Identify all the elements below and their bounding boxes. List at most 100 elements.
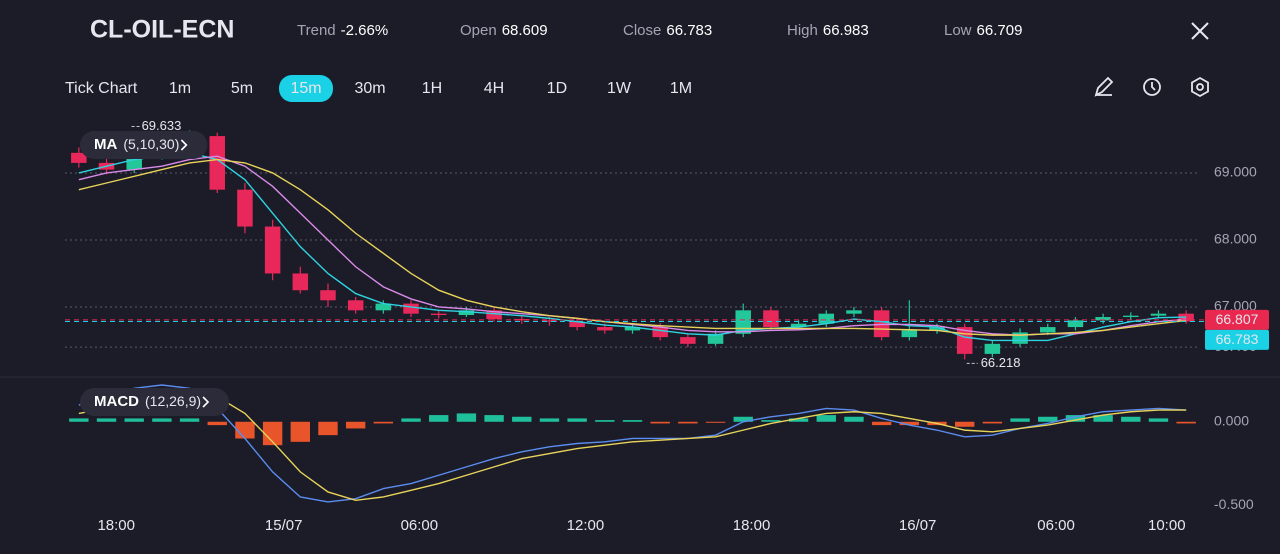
indicator-legend[interactable]: MA (5,10,30) bbox=[80, 131, 208, 159]
stat: High 66.983 bbox=[787, 22, 869, 39]
indicator-line bbox=[78, 152, 1187, 342]
macd-histogram-bar bbox=[705, 421, 726, 423]
macd-histogram-bar bbox=[733, 416, 753, 422]
candle-body bbox=[597, 327, 613, 331]
legend-text: MA (5,10,30) bbox=[94, 136, 179, 153]
y-tick-label: 0.000 bbox=[1214, 412, 1249, 428]
x-tick-label: 18:00 bbox=[97, 517, 135, 534]
candle-body bbox=[763, 310, 779, 328]
macd-histogram-bar bbox=[595, 420, 615, 422]
timeframe-button[interactable]: Tick Chart bbox=[65, 80, 138, 97]
candle-body bbox=[320, 290, 336, 301]
timer-tool[interactable] bbox=[1143, 78, 1161, 96]
pencil-icon bbox=[1094, 76, 1114, 97]
macd-histogram-bar bbox=[955, 421, 975, 427]
legend-chevron bbox=[202, 396, 210, 408]
candle-body bbox=[292, 273, 309, 291]
macd-histogram-bar bbox=[982, 421, 1003, 424]
settings-dot bbox=[1196, 83, 1204, 91]
indicator-legend[interactable]: MACD (12,26,9) bbox=[80, 388, 230, 416]
candle-body bbox=[514, 319, 530, 321]
macd-histogram-bar bbox=[484, 415, 504, 422]
candle-body bbox=[680, 337, 696, 344]
stat-label: Open bbox=[460, 22, 497, 39]
stat-label: Close bbox=[623, 22, 661, 39]
price-tag bbox=[1205, 329, 1269, 350]
price-tag-label: 66.807 bbox=[1216, 311, 1259, 327]
candle-body bbox=[1012, 332, 1028, 344]
legend-text: MACD (12,26,9) bbox=[94, 393, 201, 410]
price-tag bbox=[1205, 309, 1269, 330]
candle-body bbox=[652, 327, 668, 338]
macd-plot bbox=[69, 384, 1196, 503]
candle-body bbox=[901, 330, 918, 338]
timeframe-label: 15m bbox=[290, 80, 321, 97]
legend-pill bbox=[80, 131, 208, 159]
macd-histogram-bar bbox=[788, 418, 809, 422]
candle-body bbox=[569, 321, 585, 328]
stat: Close 66.783 bbox=[623, 22, 712, 39]
macd-histogram-bar bbox=[871, 421, 892, 426]
timeframe-button[interactable]: 1H bbox=[422, 80, 442, 97]
macd-histogram-bar bbox=[512, 416, 532, 422]
legend-name: MA bbox=[94, 136, 117, 153]
timeframe-button[interactable]: 1W bbox=[607, 80, 632, 97]
draw-tool[interactable] bbox=[1094, 76, 1114, 97]
legend-pill bbox=[80, 388, 230, 416]
macd-histogram-bar bbox=[539, 418, 560, 422]
stat-value: 66.983 bbox=[823, 22, 869, 39]
timeframe-label: 1W bbox=[607, 80, 632, 97]
indicator-line bbox=[78, 158, 1187, 336]
macd-histogram-bar bbox=[373, 421, 394, 424]
timeframe-label: 1D bbox=[547, 80, 567, 97]
timeframe-button[interactable]: 5m bbox=[231, 80, 253, 97]
timeframe-button[interactable]: 1m bbox=[169, 80, 191, 97]
macd-histogram-bar bbox=[124, 418, 144, 422]
x-tick-label: 16/07 bbox=[899, 517, 937, 534]
timeframe-button[interactable]: 1M bbox=[670, 80, 692, 97]
timeframe-button[interactable]: 1D bbox=[547, 80, 567, 97]
stat-value: 66.783 bbox=[666, 22, 712, 39]
legend-params: (5,10,30) bbox=[123, 136, 179, 152]
legend-name: MACD bbox=[94, 393, 139, 410]
price-plot bbox=[71, 130, 1194, 360]
macd-histogram-bar bbox=[152, 418, 172, 422]
candle-body bbox=[541, 320, 558, 322]
max-annotation: 69.633 bbox=[142, 118, 182, 133]
y-tick-label: 69.000 bbox=[1214, 164, 1257, 180]
macd-histogram-bar bbox=[816, 415, 836, 422]
toolbar: Tick Chart 1m 5m 15m 30m 1H 4H 1D 1W 1M bbox=[65, 75, 692, 102]
macd-histogram-bar bbox=[678, 421, 698, 424]
close-icon bbox=[1191, 22, 1209, 40]
candle-body bbox=[1150, 313, 1167, 316]
x-tick-label: 06:00 bbox=[401, 517, 439, 534]
macd-histogram-bar bbox=[567, 418, 587, 422]
timeframe-label: 1M bbox=[670, 80, 692, 97]
timeframe-label: 30m bbox=[354, 80, 385, 97]
indicator-line bbox=[78, 384, 1187, 503]
indicator-line bbox=[78, 392, 1187, 502]
candle-body bbox=[458, 310, 475, 316]
timeframe-label: 1H bbox=[422, 80, 442, 97]
candle-body bbox=[929, 327, 945, 331]
timeframe-button[interactable]: 4H bbox=[484, 80, 504, 97]
macd-histogram-bar bbox=[844, 416, 864, 422]
macd-histogram-bar bbox=[318, 421, 338, 436]
stat-value: 68.609 bbox=[502, 22, 548, 39]
macd-histogram-bar bbox=[761, 420, 781, 422]
stat-value: 66.709 bbox=[977, 22, 1023, 39]
macd-histogram-bar bbox=[456, 413, 477, 422]
timeframe-button[interactable]: 30m bbox=[354, 80, 385, 97]
legend-chevron bbox=[180, 139, 188, 151]
macd-histogram-bar bbox=[1010, 418, 1030, 422]
timeframe-button[interactable]: 15m bbox=[279, 75, 333, 102]
settings-tool[interactable] bbox=[1191, 76, 1209, 98]
stats: Trend -2.66% Open 68.609 Close 66.783 High 66.9… bbox=[297, 22, 1022, 39]
candle-body bbox=[375, 303, 392, 311]
close-button[interactable] bbox=[1191, 22, 1209, 40]
timeframe-label: 5m bbox=[231, 80, 253, 97]
macd-histogram-bar bbox=[650, 421, 670, 424]
macd-histogram-bar bbox=[1148, 418, 1169, 422]
